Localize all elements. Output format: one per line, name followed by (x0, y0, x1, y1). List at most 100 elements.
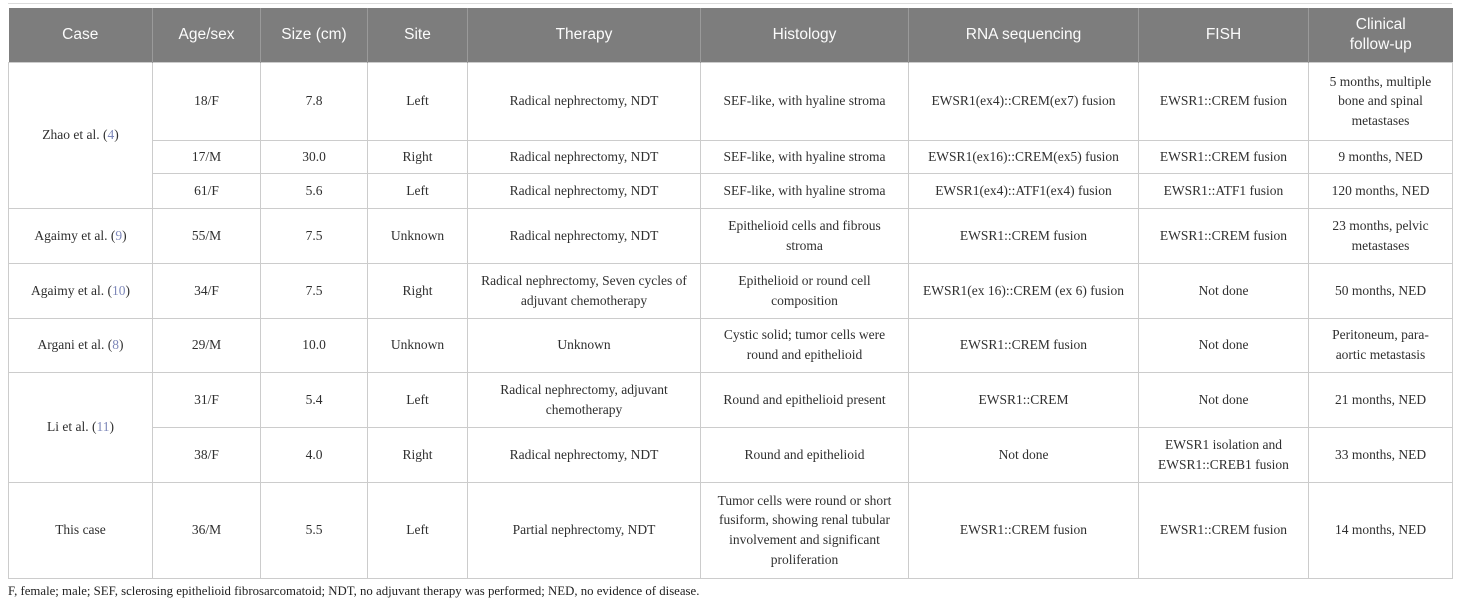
citation-link[interactable]: 10 (111, 282, 126, 298)
cell-fish: EWSR1::ATF1 fusion (1138, 172, 1309, 209)
table-row: Agaimy et al. (10) 34/F 7.5 Right Radical ne… (8, 262, 1453, 319)
case-label: Agaimy et al. (34, 227, 108, 243)
cell-histology: Cystic solid; tumor cells were round and… (700, 317, 909, 373)
table-row: 17/M 30.0 Right Radical nephrectomy, NDT SEF… (9, 139, 1453, 174)
cell-size-cm: 5.4 (260, 371, 368, 428)
col-header-clinical-follow-up: Clinical follow-up (1308, 8, 1453, 62)
cell-site: Left (367, 172, 468, 209)
table-row: 61/F 5.6 Left Radical nephrectomy, NDT SEF-l… (9, 172, 1453, 209)
case-label: Agaimy et al. (31, 282, 105, 298)
cell-therapy: Radical nephrectomy, Seven cycles of adj… (467, 262, 701, 319)
cell-age-sex: 34/F (152, 262, 261, 319)
cell-histology: Round and epithelioid (700, 426, 909, 483)
table-row: Agaimy et al. (9) 55/M 7.5 Unknown Radical n… (8, 207, 1453, 264)
cell-histology: Round and epithelioid present (700, 371, 909, 428)
table-body: Zhao et al. (4) 18/F 7.8 Left Radical nephre… (8, 61, 1453, 579)
cell-rna-sequencing: EWSR1::CREM fusion (908, 481, 1139, 579)
col-header-therapy: Therapy (467, 8, 701, 62)
cell-fish: Not done (1138, 317, 1309, 373)
cell-rna-sequencing: EWSR1(ex4)::CREM(ex7) fusion (908, 61, 1139, 141)
cell-site: Unknown (367, 207, 468, 264)
cell-histology: SEF-like, with hyaline stroma (700, 139, 909, 174)
cell-size-cm: 7.5 (260, 207, 368, 264)
cell-size-cm: 5.5 (260, 481, 368, 579)
case-table: Case Age/sex Size (cm) Site Therapy Histology… (8, 8, 1453, 579)
table-row: Argani et al. (8) 29/M 10.0 Unknown Unknown C… (8, 317, 1453, 373)
cell-size-cm: 5.6 (260, 172, 368, 209)
table-row: Zhao et al. (4) 18/F 7.8 Left Radical nephre… (8, 61, 1453, 209)
cell-age-sex: 29/M (152, 317, 261, 373)
cell-clinical-follow-up: 9 months, NED (1308, 139, 1453, 174)
col-header-rna-sequencing: RNA sequencing (908, 8, 1139, 62)
cell-age-sex: 18/F (152, 61, 261, 141)
cell-age-sex: 61/F (152, 172, 261, 209)
cell-rna-sequencing: Not done (908, 426, 1139, 483)
cell-size-cm: 7.5 (260, 262, 368, 319)
cell-site: Right (367, 262, 468, 319)
table-row: Li et al. (11) 31/F 5.4 Left Radical nephrec… (8, 371, 1453, 483)
col-header-case: Case (8, 8, 153, 62)
cell-fish: Not done (1138, 371, 1309, 428)
col-header-fish: FISH (1138, 8, 1309, 62)
cell-clinical-follow-up: 50 months, NED (1308, 262, 1453, 319)
col-header-age-sex: Age/sex (152, 8, 261, 62)
cell-therapy: Radical nephrectomy, NDT (467, 426, 701, 483)
cell-age-sex: 38/F (152, 426, 261, 483)
cell-size-cm: 30.0 (260, 139, 368, 174)
cell-site: Unknown (367, 317, 468, 373)
cell-fish: Not done (1138, 262, 1309, 319)
cell-age-sex: 55/M (152, 207, 261, 264)
citation-link[interactable]: 9 (115, 227, 123, 243)
cell-rna-sequencing: EWSR1(ex4)::ATF1(ex4) fusion (908, 172, 1139, 209)
cell-age-sex: 31/F (152, 371, 261, 428)
cell-size-cm: 10.0 (260, 317, 368, 373)
cell-histology: Epithelioid or round cell composition (700, 262, 909, 319)
col-header-size-cm: Size (cm) (260, 8, 368, 62)
cell-fish: EWSR1::CREM fusion (1138, 481, 1309, 579)
cell-fish: EWSR1::CREM fusion (1138, 207, 1309, 264)
case-label: This case (55, 522, 106, 538)
top-divider (8, 3, 1452, 4)
cell-therapy: Partial nephrectomy, NDT (467, 481, 701, 579)
citation-link[interactable]: 8 (112, 337, 119, 353)
cell-fish: EWSR1::CREM fusion (1138, 139, 1309, 174)
cell-therapy: Radical nephrectomy, NDT (467, 207, 701, 264)
table-row: 38/F 4.0 Right Radical nephrectomy, NDT Roun… (9, 426, 1453, 483)
cell-rna-sequencing: EWSR1(ex 16)::CREM (ex 6) fusion (908, 262, 1139, 319)
cell-case: Zhao et al. (4) (8, 61, 153, 209)
cell-site: Left (367, 61, 468, 141)
cell-clinical-follow-up: 5 months, multiple bone and spinal metas… (1308, 61, 1453, 141)
citation-link[interactable]: 11 (96, 419, 110, 435)
cell-therapy: Radical nephrectomy, NDT (467, 172, 701, 209)
cell-clinical-follow-up: 21 months, NED (1308, 371, 1453, 428)
cell-histology: Epithelioid cells and fibrous stroma (700, 207, 909, 264)
case-label: Argani et al. (37, 337, 105, 353)
citation-link[interactable]: 4 (107, 127, 115, 143)
cell-case: Agaimy et al. (9) (8, 207, 153, 264)
table-header: Case Age/sex Size (cm) Site Therapy Histology… (8, 8, 1453, 62)
cell-histology: Tumor cells were round or short fusiform… (700, 481, 909, 579)
cell-rna-sequencing: EWSR1::CREM fusion (908, 317, 1139, 373)
cell-case: Agaimy et al. (10) (8, 262, 153, 319)
table-footnote: F, female; male; SEF, sclerosing epithel… (8, 583, 700, 598)
cell-clinical-follow-up: 33 months, NED (1308, 426, 1453, 483)
cell-case: Argani et al. (8) (8, 317, 153, 373)
cell-case: This case (8, 481, 153, 579)
case-label: Zhao et al. (42, 127, 100, 143)
cell-site: Left (367, 371, 468, 428)
cell-therapy: Radical nephrectomy, NDT (467, 61, 701, 141)
cell-fish: EWSR1::CREM fusion (1138, 61, 1309, 141)
cell-histology: SEF-like, with hyaline stroma (700, 61, 909, 141)
page: Case Age/sex Size (cm) Site Therapy Histology… (0, 3, 1460, 604)
cell-therapy: Radical nephrectomy, NDT (467, 139, 701, 174)
cell-clinical-follow-up: 23 months, pelvic metastases (1308, 207, 1453, 264)
cell-fish: EWSR1 isolation and EWSR1::CREB1 fusion (1138, 426, 1309, 483)
cell-site: Left (367, 481, 468, 579)
cell-histology: SEF-like, with hyaline stroma (700, 172, 909, 209)
cell-age-sex: 36/M (152, 481, 261, 579)
table-row: This case 36/M 5.5 Left Partial nephrectomy,… (8, 481, 1453, 579)
cell-case: Li et al. (11) (8, 371, 153, 483)
cell-size-cm: 4.0 (260, 426, 368, 483)
header-row: Case Age/sex Size (cm) Site Therapy Histology… (8, 8, 1453, 62)
cell-therapy: Unknown (467, 317, 701, 373)
